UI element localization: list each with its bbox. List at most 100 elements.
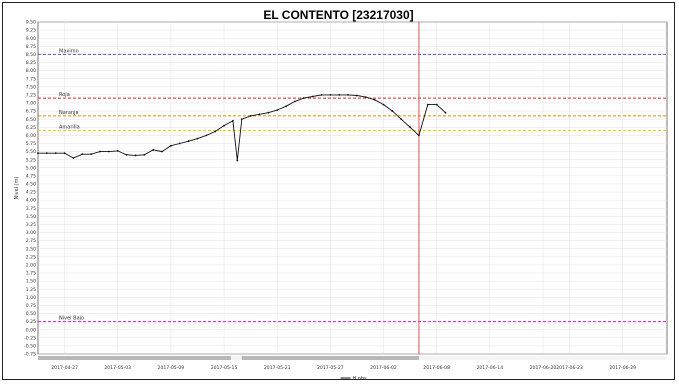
- reference-line-label: Amarilla: [59, 125, 80, 131]
- y-tick-label: 7.25: [26, 92, 36, 98]
- y-tick-label: 2.75: [26, 238, 36, 244]
- series-point: [294, 100, 296, 103]
- series-point: [285, 105, 287, 108]
- y-tick-label: 4.50: [26, 182, 36, 188]
- series-point: [72, 157, 75, 159]
- y-tick-label: 6.00: [26, 133, 36, 139]
- series-point: [54, 152, 57, 155]
- y-tick-label: 2.00: [26, 263, 36, 269]
- series-point: [143, 153, 146, 156]
- series-point: [187, 140, 190, 143]
- series-point: [435, 103, 438, 106]
- series-point: [249, 115, 252, 117]
- series-point: [152, 149, 155, 151]
- series-point: [364, 96, 367, 99]
- series-point: [107, 150, 110, 153]
- series-point: [302, 97, 305, 100]
- y-tick-label: 9.25: [26, 28, 36, 34]
- y-tick-label: -0.25: [24, 335, 36, 341]
- series-point: [329, 93, 332, 96]
- y-tick-label: 7.50: [26, 84, 36, 90]
- x-tick-label: 2017-06-02: [370, 365, 397, 371]
- y-tick-label: 5.25: [26, 157, 36, 163]
- x-tick-label: 2017-05-27: [317, 365, 344, 371]
- series-point: [409, 126, 411, 129]
- legend-label: H.obs: [353, 376, 367, 382]
- y-tick-label: 3.25: [26, 222, 36, 228]
- y-tick-label: -0.50: [24, 344, 36, 350]
- series-point: [169, 144, 172, 147]
- y-tick-label: 2.50: [26, 246, 36, 252]
- series-point: [134, 154, 137, 157]
- series-point: [400, 118, 403, 121]
- y-tick-label: 1.25: [26, 287, 36, 293]
- series-point: [63, 152, 66, 155]
- y-tick-label: 0.00: [26, 327, 36, 333]
- y-tick-label: 8.00: [26, 68, 36, 74]
- series-point: [196, 137, 199, 140]
- y-tick-label: 4.75: [26, 173, 36, 179]
- y-tick-label: 6.75: [26, 109, 36, 115]
- y-tick-label: 9.50: [26, 20, 36, 26]
- y-tick-label: 7.00: [26, 101, 36, 107]
- series-point: [90, 153, 93, 156]
- y-tick-label: 1.00: [26, 295, 36, 301]
- series-point: [258, 113, 261, 116]
- x-tick-label: 2017-06-29: [609, 365, 636, 371]
- scrollbar-thumb: [241, 356, 419, 360]
- y-tick-label: 0.75: [26, 303, 36, 309]
- y-tick-label: -0.75: [24, 352, 36, 358]
- series-point: [99, 150, 101, 153]
- series-point: [356, 94, 358, 97]
- series-point: [267, 111, 270, 114]
- series-point: [426, 103, 429, 106]
- x-tick-label: 2017-05-15: [211, 365, 238, 371]
- plot-area: [37, 21, 668, 355]
- y-tick-label: 3.75: [26, 206, 36, 212]
- y-tick-label: 2.25: [26, 254, 36, 260]
- series-point: [81, 153, 84, 156]
- y-tick-label: 3.00: [26, 230, 36, 236]
- series-point: [236, 159, 239, 162]
- series-point: [37, 152, 39, 155]
- x-tick-label: 2017-05-21: [264, 365, 291, 371]
- series-point: [223, 124, 225, 127]
- reference-line-label: Roja: [59, 92, 70, 98]
- series-point: [45, 152, 48, 155]
- y-tick-label: 1.75: [26, 271, 36, 277]
- y-tick-label: 5.50: [26, 149, 36, 155]
- y-tick-label: 8.50: [26, 52, 36, 58]
- series-point: [311, 95, 314, 98]
- series-point: [338, 93, 341, 96]
- x-tick-label: 2017-04-27: [51, 365, 78, 371]
- x-tick-label: 2017-05-03: [104, 365, 131, 371]
- y-tick-label: 5.75: [26, 141, 36, 147]
- series-point: [205, 134, 208, 137]
- y-tick-label: 6.25: [26, 125, 36, 131]
- series-point: [161, 150, 163, 153]
- x-tick-label: 2017-06-08: [423, 365, 450, 371]
- series-point: [276, 109, 279, 112]
- series-point: [373, 98, 376, 101]
- y-tick-label: 3.50: [26, 214, 36, 220]
- series-point: [240, 118, 243, 121]
- chart-title: EL CONTENTO [23217030]: [263, 8, 414, 22]
- y-tick-label: 4.00: [26, 198, 36, 204]
- y-tick-label: 6.50: [26, 117, 36, 123]
- y-tick-label: 7.75: [26, 76, 36, 82]
- y-tick-label: 0.50: [26, 311, 36, 317]
- x-tick-label: 2017-06-14: [476, 365, 503, 371]
- series-point: [232, 119, 234, 122]
- series-point: [391, 110, 394, 112]
- reference-line-label: Naranja: [59, 110, 79, 116]
- reference-line-label: Maximo: [59, 48, 79, 54]
- scrollbar-thumb: [38, 356, 231, 360]
- series-point: [382, 103, 385, 106]
- series-point: [178, 142, 181, 145]
- series-line: [38, 94, 446, 161]
- series-point: [347, 93, 349, 96]
- y-tick-label: 8.25: [26, 60, 36, 66]
- y-tick-label: 0.25: [26, 319, 36, 325]
- x-tick-label: 2017-06-23: [556, 365, 583, 371]
